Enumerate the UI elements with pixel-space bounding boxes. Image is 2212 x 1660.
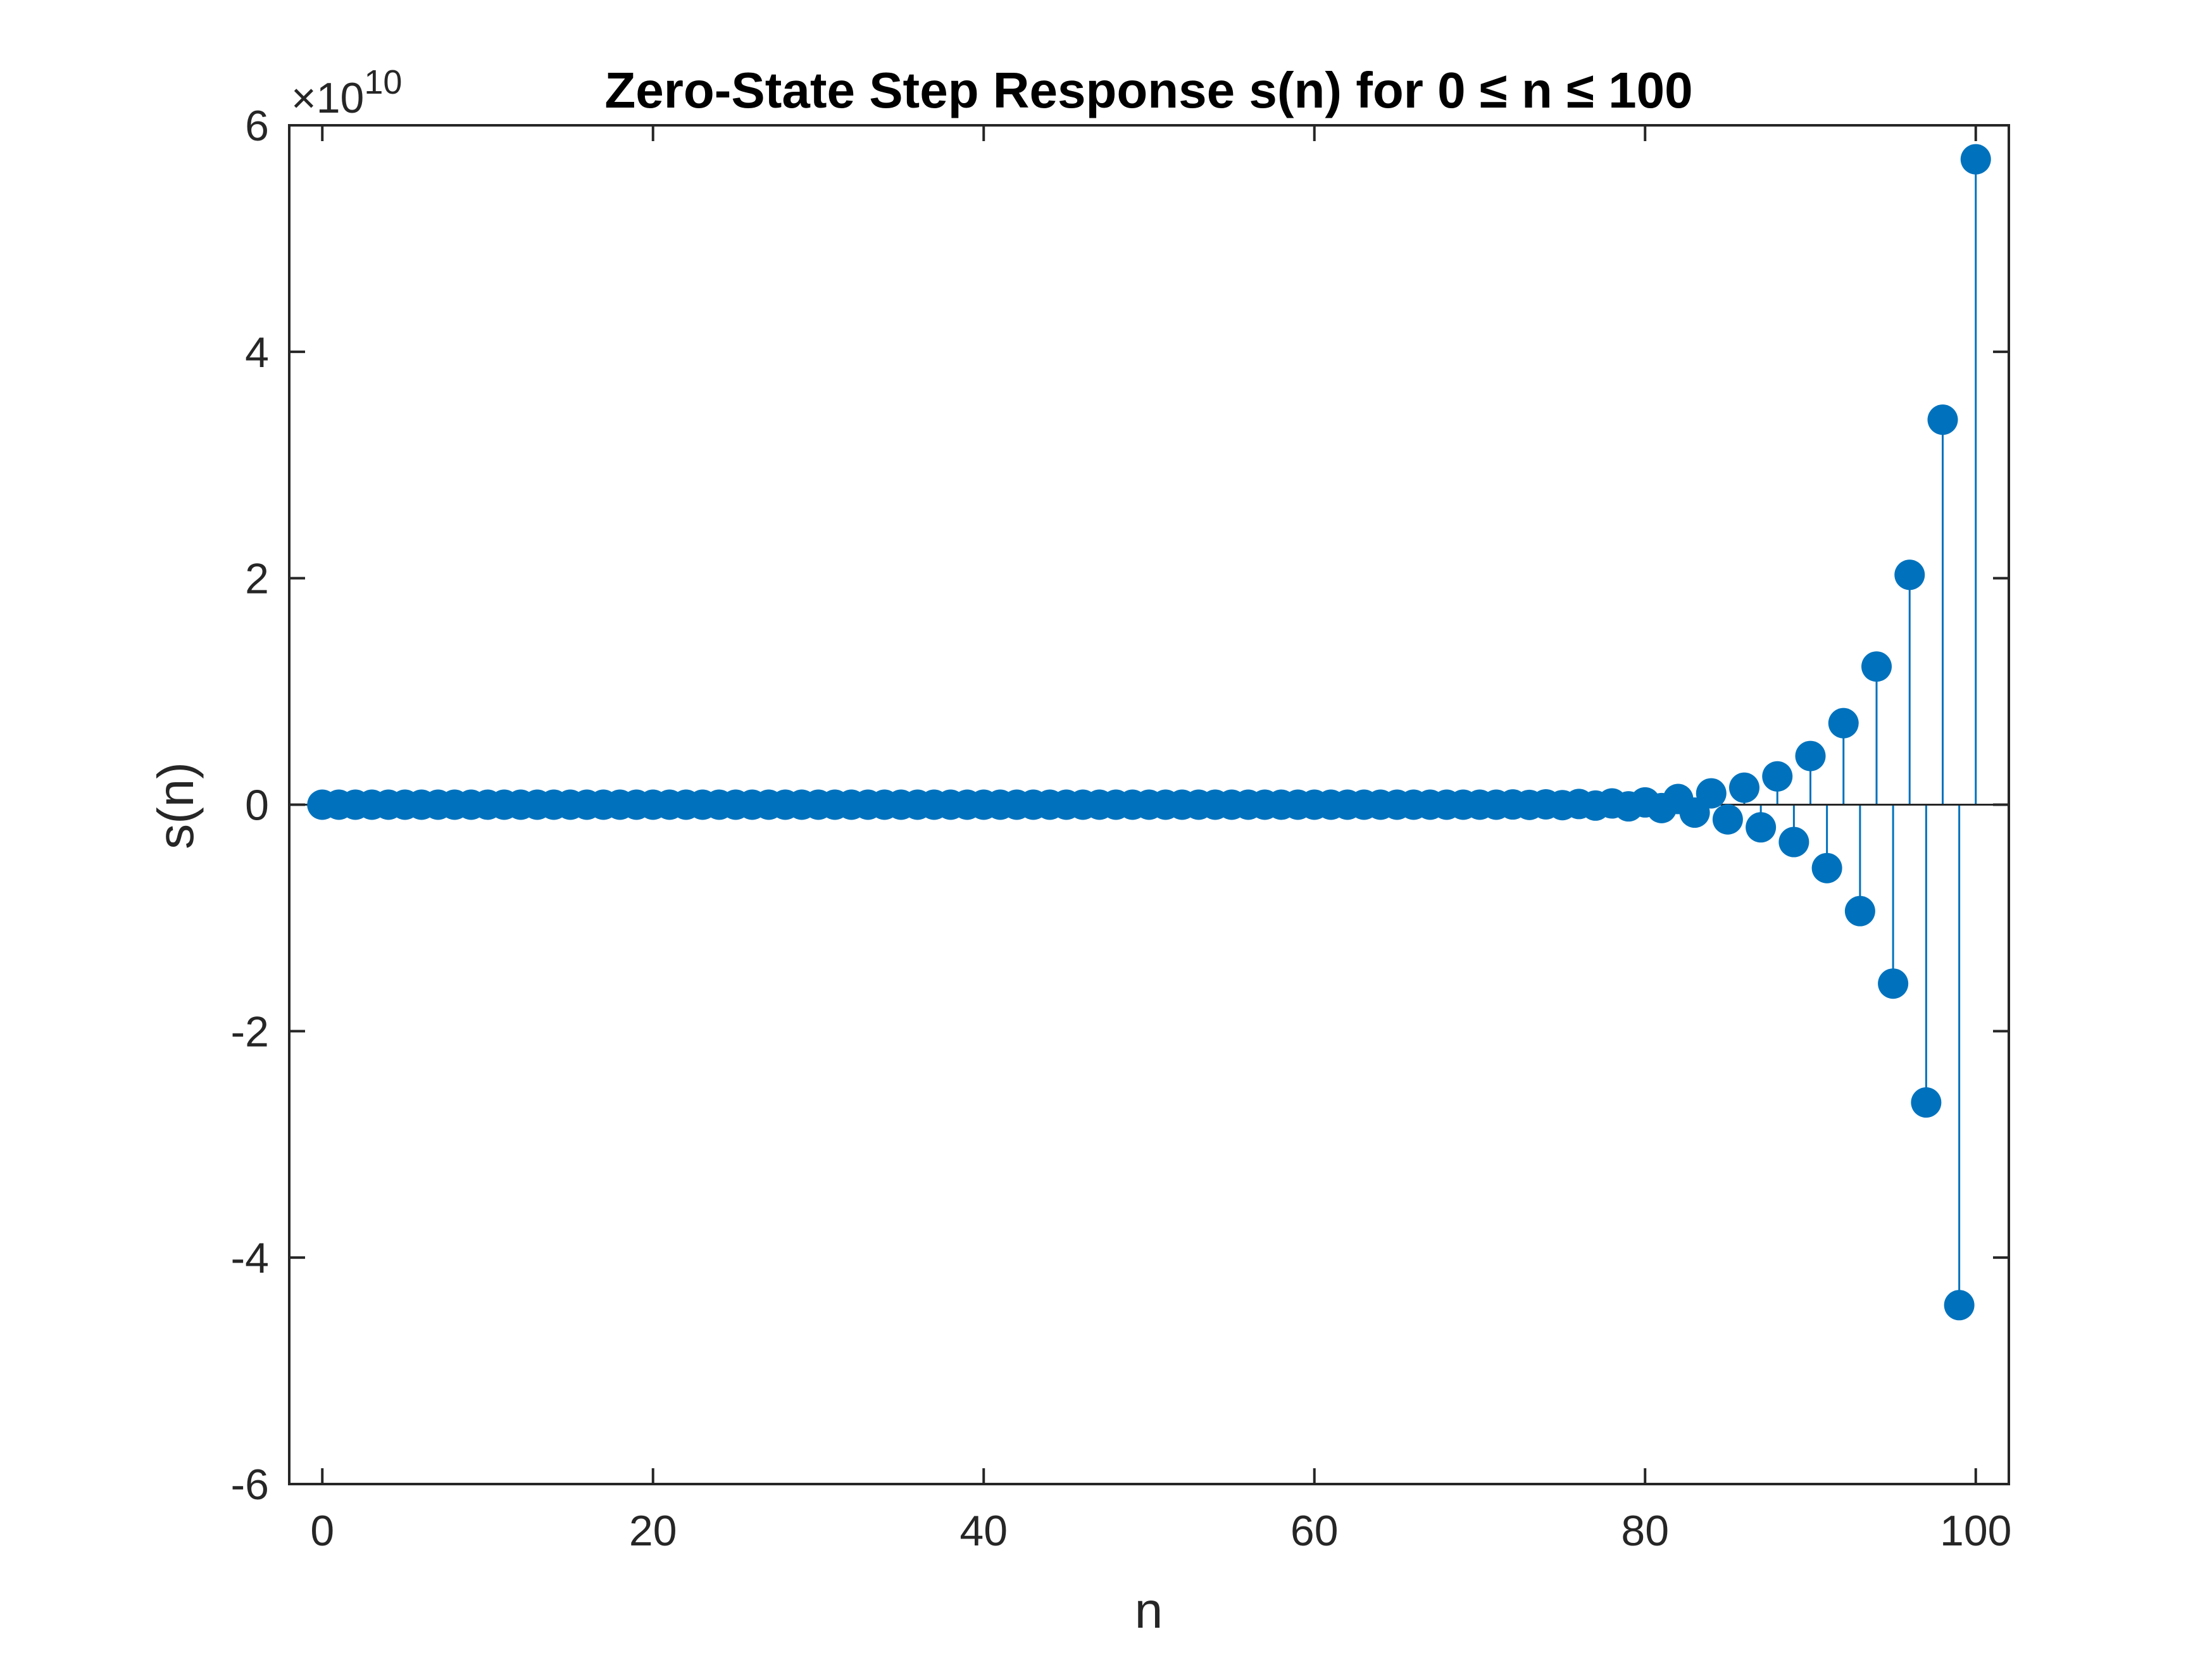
stem-marker [1927, 404, 1958, 435]
y-axis-ticks: -6 -4 -2 0 2 4 6 [231, 102, 2009, 1509]
stem-marker [1811, 852, 1842, 883]
stem-marker [1795, 740, 1826, 771]
y-tick-label: 0 [245, 782, 269, 830]
stem-marker [1878, 968, 1909, 999]
stem-marker [1778, 827, 1809, 858]
y-tick-label: 4 [245, 328, 269, 377]
stem-marker [1911, 1087, 1942, 1118]
stem-marker [1960, 144, 1991, 175]
stem-marker [1746, 812, 1777, 843]
x-tick-label: 20 [629, 1507, 677, 1555]
exponent-power: 10 [364, 63, 402, 101]
stem-markers [307, 144, 1991, 1321]
stem-marker [1696, 778, 1727, 809]
x-tick-label: 40 [959, 1507, 1008, 1555]
x-tick-label: 80 [1621, 1507, 1669, 1555]
x-tick-label: 60 [1290, 1507, 1339, 1555]
stem-marker [1944, 1290, 1975, 1321]
x-axis-ticks: 0 20 40 60 80 100 [310, 125, 2011, 1555]
exponent-base: ×10 [291, 74, 364, 122]
stem-marker [1861, 651, 1892, 682]
y-tick-label: -6 [231, 1461, 269, 1509]
y-tick-label: 2 [245, 555, 269, 603]
stem-marker [1828, 708, 1859, 739]
x-tick-label: 0 [310, 1507, 334, 1555]
chart-title: Zero-State Step Response s(n) for 0 ≤ n … [604, 62, 1692, 118]
x-axis-label: n [1135, 1582, 1163, 1638]
stem-marker [1844, 896, 1875, 927]
y-axis-label: s(n) [147, 762, 204, 849]
y-axis-exponent: ×1010 [291, 63, 402, 122]
y-tick-label: -2 [231, 1008, 269, 1056]
y-tick-label: -4 [231, 1234, 269, 1282]
stem-marker [1729, 772, 1759, 803]
stem-marker [1712, 804, 1743, 835]
x-tick-label: 100 [1940, 1507, 2011, 1555]
stem-marker [1894, 559, 1925, 590]
y-tick-label: 6 [245, 102, 269, 150]
stem-marker [1762, 761, 1793, 792]
